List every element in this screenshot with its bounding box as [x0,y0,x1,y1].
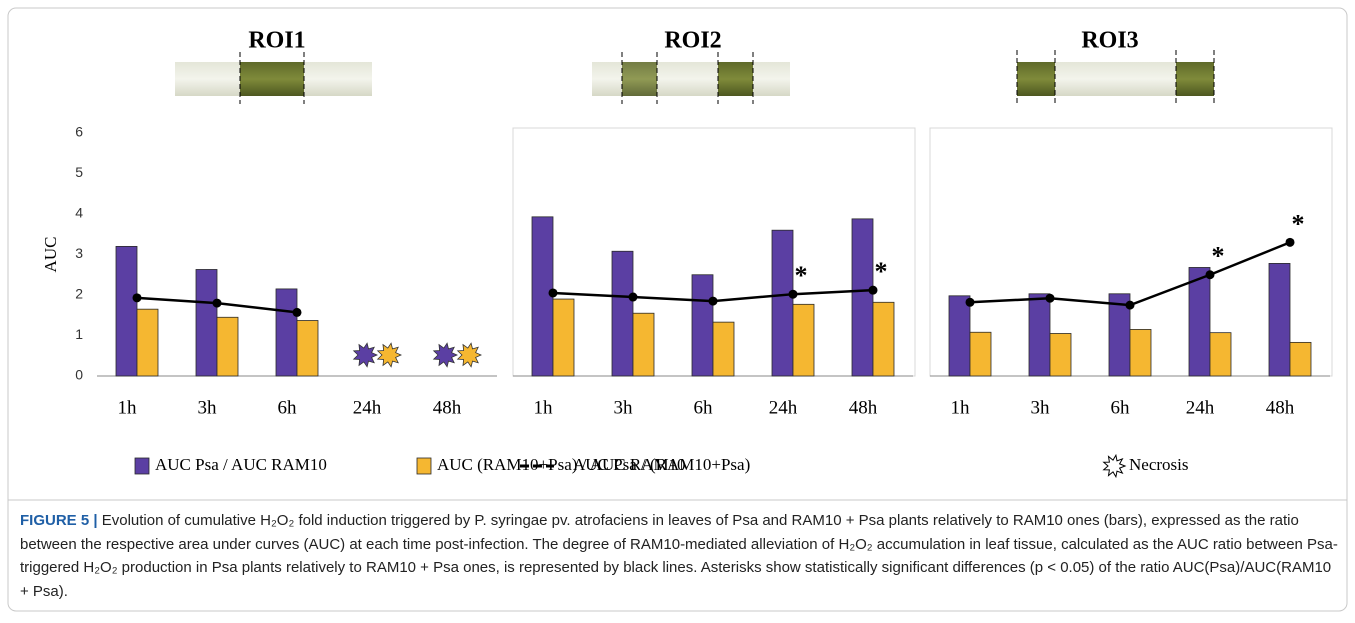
x-tick-label: 1h [951,397,971,418]
x-tick-label: 1h [118,397,138,418]
page: ROI1 AUC 0 1 2 3 4 5 6 1h 3h 6h 24h 48h ROI2 1h 3h 6h 24h 4… [0,0,1355,623]
legend-swatch [1104,455,1125,477]
x-tick-label: 48h [849,397,878,418]
bar [1189,267,1210,376]
line-marker [1286,238,1295,247]
bar [137,309,158,376]
bar [116,246,137,376]
legend-label: AUC Psa / (RAM10+Psa) [573,455,750,474]
legend-swatch [135,458,149,474]
x-tick-label: 3h [198,397,218,418]
legend-label: AUC Psa / AUC RAM10 [155,455,327,474]
bar [1290,342,1311,376]
bar [1050,333,1071,376]
significance-mark: * [875,257,888,286]
caption-label: FIGURE 5 | [20,512,98,529]
x-tick-label: 48h [433,397,462,418]
bar [713,322,734,376]
x-tick-label: 3h [1031,397,1051,418]
bar [692,275,713,376]
leaf-image [592,52,790,104]
x-tick-label: 6h [694,397,714,418]
bar [297,321,318,376]
bar [873,302,894,376]
y-tick-label: 5 [75,164,83,180]
y-tick-label: 2 [75,286,83,302]
bar [852,219,873,376]
bar [612,251,633,376]
line-marker [213,299,222,308]
legend-swatch [417,458,431,474]
y-tick-label: 6 [75,124,83,140]
x-tick-label: 24h [1186,397,1215,418]
bar [1269,263,1290,376]
y-tick-label: 3 [75,245,83,261]
line-marker [869,286,878,295]
x-tick-label: 3h [614,397,634,418]
leaf-image [1017,50,1214,104]
line-marker [709,297,718,306]
bar [793,304,814,376]
bar [970,332,991,376]
bar [217,317,238,376]
x-tick-label: 48h [1266,397,1295,418]
line-marker [1046,294,1055,303]
bar [1029,294,1050,376]
x-tick-label: 24h [353,397,382,418]
bar [949,296,970,376]
y-axis-label: AUC [41,237,60,273]
significance-mark: * [1292,209,1305,238]
caption: FIGURE 5 | Evolution of cumulative H₂O₂ … [20,509,1338,603]
necrosis-icon [458,343,481,367]
line-marker [789,290,798,299]
bar [532,217,553,376]
leaf-image [175,52,372,104]
line-marker [549,288,558,297]
significance-mark: * [1212,242,1225,271]
bar [1130,329,1151,376]
chart-title: ROI3 [1081,28,1138,54]
chart-title: ROI2 [664,28,721,54]
chart-title: ROI1 [248,28,305,54]
line-marker [966,298,975,307]
caption-text: Evolution of cumulative H₂O₂ fold induct… [20,512,1338,600]
x-tick-label: 6h [278,397,298,418]
x-tick-label: 1h [534,397,554,418]
x-tick-label: 6h [1111,397,1131,418]
y-tick-label: 1 [75,326,83,342]
line-marker [1126,301,1135,310]
necrosis-icon [354,343,377,367]
line-marker [629,293,638,302]
y-tick-label: 0 [75,367,83,383]
bar [1210,333,1231,376]
bar [553,299,574,376]
necrosis-icon [378,343,401,367]
y-tick-label: 4 [75,205,83,221]
bar [196,269,217,376]
significance-mark: * [795,261,808,290]
x-tick-label: 24h [769,397,798,418]
bar [772,230,793,376]
legend-label: Necrosis [1129,455,1188,474]
line-marker [133,293,142,302]
line-marker [293,308,302,317]
bar [633,313,654,376]
necrosis-icon [434,343,457,367]
bar [276,289,297,376]
line-marker [1206,270,1215,279]
